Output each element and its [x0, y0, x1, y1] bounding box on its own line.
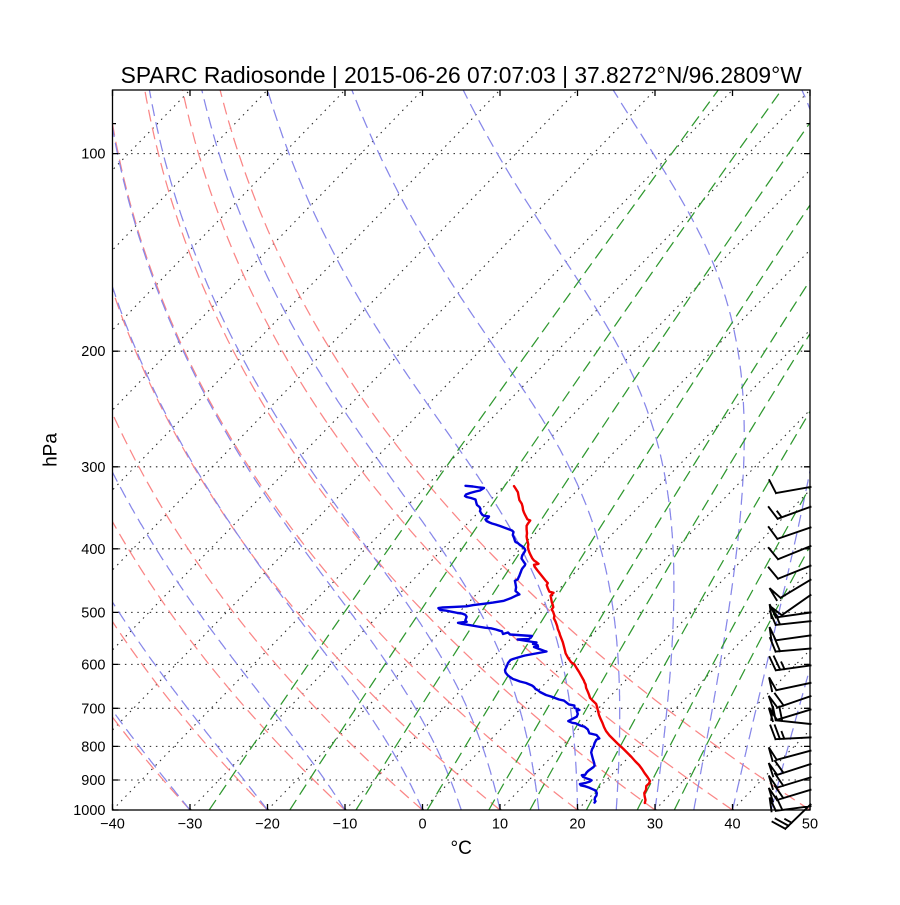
svg-text:600: 600	[81, 657, 105, 673]
svg-text:900: 900	[81, 773, 105, 789]
svg-text:−30: −30	[178, 817, 203, 833]
svg-text:50: 50	[802, 817, 818, 833]
svg-text:20: 20	[569, 817, 585, 833]
svg-text:−40: −40	[100, 817, 125, 833]
svg-text:1000: 1000	[73, 803, 105, 819]
svg-text:10: 10	[492, 817, 508, 833]
svg-text:300: 300	[81, 460, 105, 476]
svg-text:hPa: hPa	[41, 433, 62, 467]
svg-text:30: 30	[647, 817, 663, 833]
svg-text:800: 800	[81, 739, 105, 755]
svg-text:700: 700	[81, 701, 105, 717]
svg-text:°C: °C	[451, 838, 472, 859]
svg-text:200: 200	[81, 344, 105, 360]
svg-text:400: 400	[81, 542, 105, 558]
svg-text:40: 40	[724, 817, 740, 833]
svg-text:100: 100	[81, 147, 105, 163]
svg-text:SPARC Radiosonde | 2015-06-26: SPARC Radiosonde | 2015-06-26 07:07:03 |…	[121, 62, 803, 88]
svg-text:500: 500	[81, 605, 105, 621]
svg-text:−20: −20	[255, 817, 280, 833]
svg-text:−10: −10	[333, 817, 358, 833]
svg-text:0: 0	[418, 817, 426, 833]
